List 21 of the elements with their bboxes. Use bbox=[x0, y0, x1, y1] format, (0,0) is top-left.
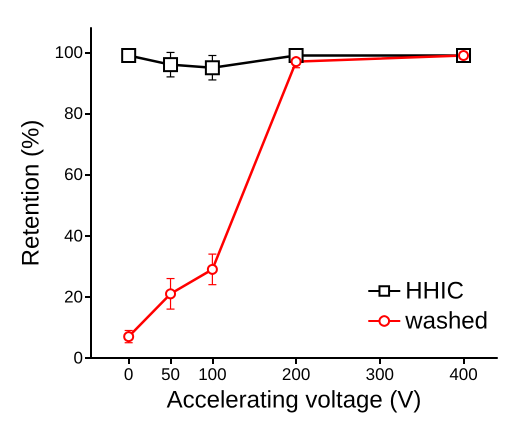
y-tick-label: 20 bbox=[64, 287, 83, 306]
x-tick-label: 0 bbox=[124, 365, 134, 384]
legend-label: HHIC bbox=[405, 278, 464, 304]
x-tick-label: 300 bbox=[366, 365, 394, 384]
point bbox=[204, 60, 220, 76]
y-axis-title: Retention (%) bbox=[18, 120, 44, 266]
legend-label: washed bbox=[404, 308, 488, 334]
point bbox=[165, 288, 176, 300]
point bbox=[206, 264, 218, 275]
x-tick-label: 100 bbox=[198, 365, 227, 384]
x-tick-label: 50 bbox=[161, 365, 180, 384]
point bbox=[121, 48, 136, 63]
y-tick-label: 80 bbox=[64, 104, 83, 124]
y-tick-label: 60 bbox=[64, 165, 83, 184]
x-tick-label: 200 bbox=[282, 365, 310, 384]
x-axis-title: Accelerating voltage (V) bbox=[166, 386, 422, 414]
y-tick-label: 100 bbox=[54, 42, 83, 62]
point bbox=[163, 57, 178, 72]
x-tick-label: 400 bbox=[449, 365, 478, 384]
y-tick-label: 40 bbox=[64, 226, 83, 246]
y-tick-label: 0 bbox=[74, 348, 83, 368]
